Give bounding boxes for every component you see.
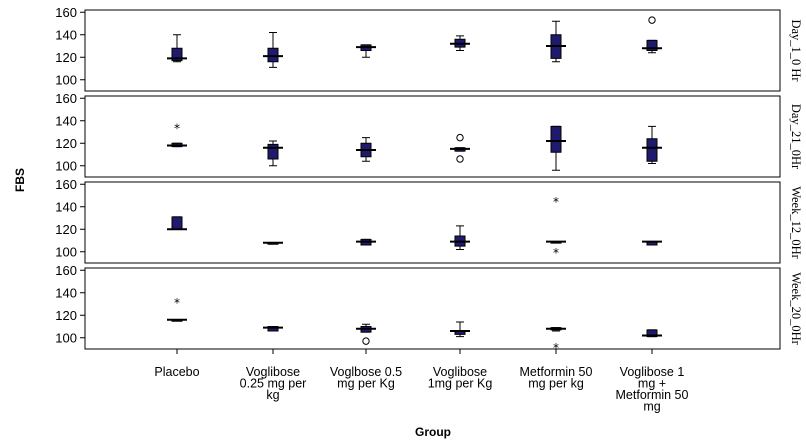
y-tick-label: 100 [55, 72, 77, 87]
outlier-circle [648, 16, 656, 24]
y-tick-label: 120 [55, 222, 77, 237]
outlier-star: * [553, 341, 559, 355]
x-category-label: Voglbose 0.5 mg per Kg [330, 365, 402, 391]
outlier-star: * [553, 246, 559, 260]
x-category-label-line: mg [643, 400, 660, 414]
panel-frame [84, 95, 781, 178]
outlier-star: * [174, 122, 180, 136]
y-tick-label: 160 [55, 177, 77, 192]
panel-strip-label: Week_20_0Hr [789, 272, 803, 345]
x-category-label-line: mg per kg [528, 377, 584, 391]
box [171, 216, 183, 230]
x-category-label: Voglibose 0.25 mg per kg [240, 365, 307, 402]
outlier-star: * [553, 195, 559, 209]
outlier-circle [456, 155, 464, 163]
box [646, 138, 658, 162]
x-category-label: Voglibose 1mg per Kg [428, 365, 493, 391]
y-tick-label: 160 [55, 5, 77, 20]
x-axis-title: Group [415, 425, 451, 439]
box [550, 125, 562, 153]
x-category-label-line: Voglibose [433, 365, 487, 379]
outlier-circle [456, 133, 464, 142]
x-category-label: Metformin 50 mg per kg [520, 365, 593, 391]
panel-strip-label: Week_12_0Hr [789, 186, 803, 259]
y-tick-label: 120 [55, 136, 77, 151]
panel-frame [84, 9, 781, 92]
x-category-label-line: 1mg per Kg [428, 377, 493, 391]
y-tick-label: 120 [55, 308, 77, 323]
y-tick-label: 100 [55, 158, 77, 173]
x-category-label-line: Metformin 50 [520, 365, 593, 379]
x-category-label-line: Voglibose [246, 365, 300, 379]
panel-strip-label: Day_1_0 Hr [789, 19, 803, 82]
box [646, 39, 658, 51]
y-tick-label: 140 [55, 199, 77, 214]
box [267, 143, 279, 160]
outlier-star: * [174, 296, 180, 310]
x-category-label-line: Voglibose 1 [620, 365, 685, 379]
x-category-label-line: 0.25 mg per [240, 377, 307, 391]
x-category-label-line: Metformin 50 [616, 388, 689, 402]
y-tick-label: 100 [55, 244, 77, 259]
x-category-label-line: Voglbose 0.5 [330, 365, 402, 379]
x-category-label-line: mg + [638, 377, 666, 391]
panel-frame [84, 181, 781, 264]
panel-strip-label: Day_21_0Hr [789, 104, 803, 170]
outlier-circle [362, 337, 370, 345]
x-category-label: Voglibose 1 mg + Metformin 50 mg [616, 365, 689, 414]
box [171, 47, 183, 62]
y-tick-label: 120 [55, 50, 77, 65]
x-category-label-line: Placebo [154, 365, 199, 379]
y-axis-title: FBS [13, 168, 27, 192]
y-tick-label: 160 [55, 91, 77, 106]
y-tick-label: 140 [55, 285, 77, 300]
x-category-label: Placebo [154, 365, 199, 379]
x-category-label-line: kg [266, 388, 279, 402]
x-category-label-line: mg per Kg [337, 377, 395, 391]
box [267, 47, 279, 63]
y-tick-label: 100 [55, 330, 77, 345]
y-tick-label: 140 [55, 113, 77, 128]
box [267, 326, 279, 332]
panel-frame [84, 267, 781, 350]
box [646, 329, 658, 338]
y-tick-label: 140 [55, 27, 77, 42]
y-tick-label: 160 [55, 263, 77, 278]
